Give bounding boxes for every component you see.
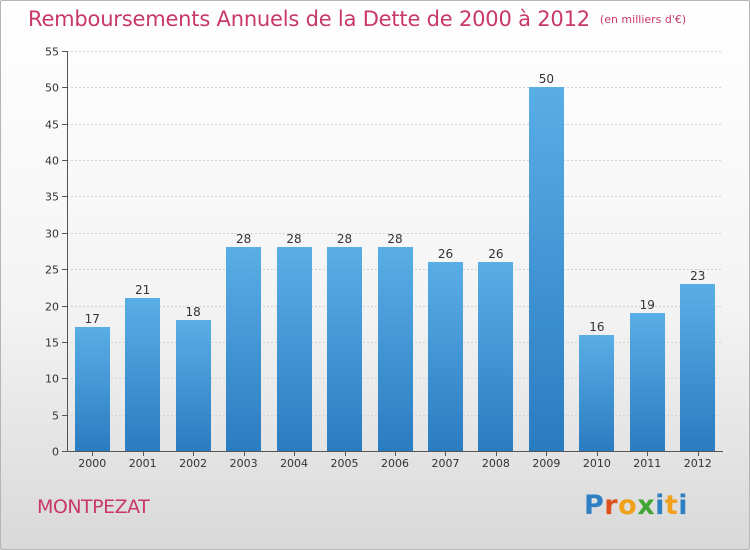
bar (478, 262, 513, 451)
bar (75, 327, 110, 451)
x-tick-label: 2008 (482, 457, 510, 470)
bar (125, 298, 160, 451)
logo-letter: i (655, 490, 665, 521)
bar (277, 247, 312, 451)
bar (176, 320, 211, 451)
x-tick-label: 2000 (78, 457, 106, 470)
bar (226, 247, 261, 451)
x-tick-label: 2004 (280, 457, 308, 470)
data-label: 26 (488, 247, 503, 261)
labels: 0 5 10 15 20 25 30 35 40 45 50 55 17 2000 21 2001 18 2002… (45, 46, 712, 471)
y-tick-label: 30 (45, 228, 59, 241)
x-tick-label: 2005 (331, 457, 359, 470)
bar (428, 262, 463, 451)
x-tick-label: 2002 (179, 457, 207, 470)
chart-unit: (en milliers d'€) (599, 13, 687, 26)
chart-title: Remboursements Annuels de la Dette de 20… (28, 7, 590, 31)
bar (630, 313, 665, 451)
y-tick-label: 20 (45, 301, 59, 314)
data-label: 18 (186, 305, 201, 319)
data-label: 16 (589, 320, 604, 334)
data-label: 28 (236, 232, 251, 246)
data-label: 19 (640, 298, 655, 312)
title-block: Remboursements Annuels de la Dette de 20… (28, 7, 686, 31)
x-tick-label: 2010 (583, 457, 611, 470)
data-label: 28 (286, 232, 301, 246)
data-label: 23 (690, 269, 705, 283)
x-tick-label: 2003 (230, 457, 258, 470)
proxiti-logo: Proxiti (584, 490, 688, 521)
x-tick-label: 2012 (684, 457, 712, 470)
bar (680, 284, 715, 451)
x-tick-label: 2007 (431, 457, 459, 470)
data-label: 26 (438, 247, 453, 261)
data-label: 21 (135, 283, 150, 297)
y-tick-label: 35 (45, 191, 59, 204)
x-tick-label: 2001 (129, 457, 157, 470)
logo-letter: r (604, 490, 619, 521)
axes (62, 51, 723, 456)
x-tick-label: 2009 (532, 457, 560, 470)
y-tick-label: 25 (45, 264, 59, 277)
logo-letter: P (584, 490, 605, 521)
data-label: 28 (387, 232, 402, 246)
logo-letter: x (637, 490, 656, 521)
y-tick-label: 50 (45, 82, 59, 95)
bar (529, 87, 564, 451)
x-tick-label: 2006 (381, 457, 409, 470)
data-label: 17 (85, 312, 100, 326)
bars (75, 87, 715, 451)
y-tick-label: 55 (45, 46, 59, 59)
y-tick-label: 5 (52, 410, 59, 423)
data-label: 50 (539, 72, 554, 86)
x-tick-label: 2011 (633, 457, 661, 470)
data-label: 28 (337, 232, 352, 246)
logo-letter: o (618, 490, 638, 521)
bar (579, 335, 614, 451)
logo-letter: i (678, 490, 689, 521)
y-tick-label: 10 (45, 373, 59, 386)
bar (378, 247, 413, 451)
y-tick-label: 40 (45, 155, 59, 168)
y-tick-label: 0 (52, 446, 59, 459)
bar (327, 247, 362, 451)
commune-name: MONTPEZAT (37, 496, 150, 518)
y-tick-label: 45 (45, 119, 59, 132)
y-tick-label: 15 (45, 337, 59, 350)
logo-letter: t (664, 490, 679, 521)
